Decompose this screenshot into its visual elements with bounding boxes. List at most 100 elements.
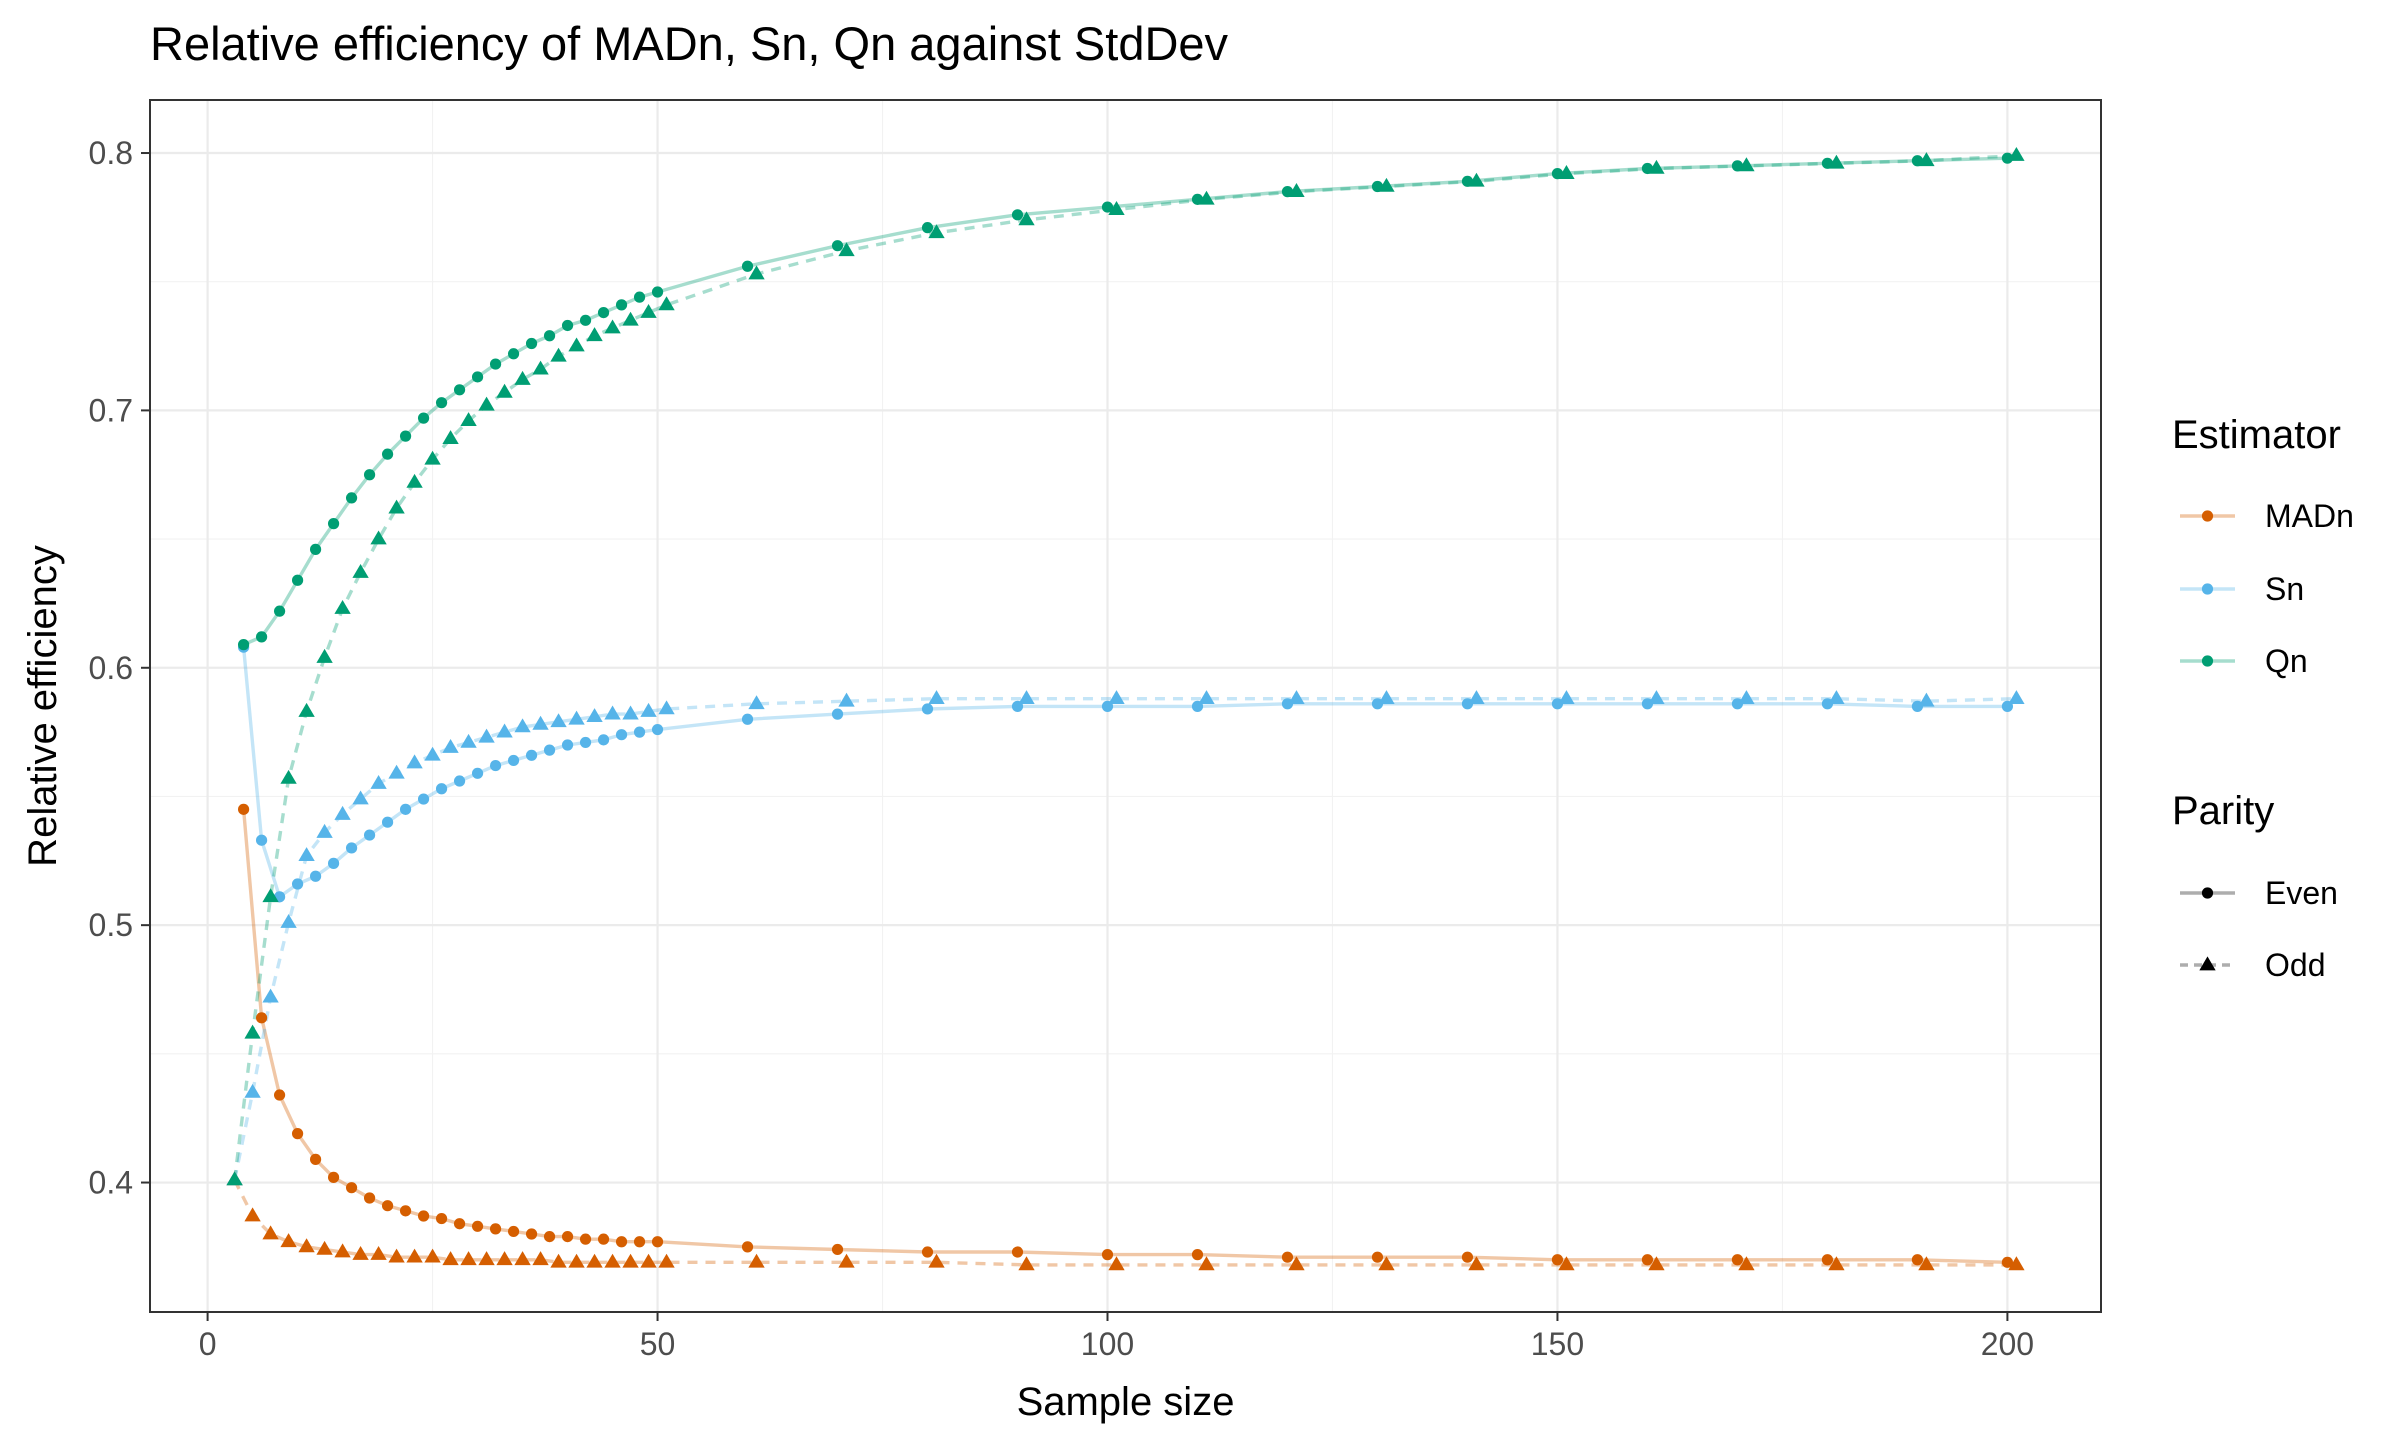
data-point-madn-odd [658,1253,675,1268]
data-point-sn-even [381,816,394,828]
data-point-sn-odd [1468,690,1485,704]
data-point-qn-odd [1558,165,1575,179]
x-tick-label: 100 [1081,1326,1134,1362]
data-point-madn-odd [298,1238,315,1253]
data-point-qn-odd [1648,159,1665,174]
data-point-sn-even [345,842,358,854]
data-point-qn-even [507,348,520,360]
data-point-madn-even [453,1218,466,1230]
data-point-qn-odd [496,383,513,398]
data-point-sn-odd [604,705,621,720]
series-line-qn-odd [232,153,2017,1181]
data-point-madn-even [1011,1246,1024,1258]
data-point-madn-odd [550,1253,567,1268]
data-point-qn-even [2001,152,2014,164]
data-point-sn-even [741,713,754,725]
data-point-madn-odd [244,1207,261,1222]
data-point-qn-odd [478,396,495,411]
data-point-sn-odd [1288,690,1305,704]
data-point-qn-odd [2008,146,2025,161]
data-point-qn-even [399,430,412,442]
data-point-qn-even [525,337,538,350]
data-point-sn-odd [640,702,657,717]
data-point-qn-odd [1468,172,1485,187]
data-point-qn-odd [622,311,639,326]
data-point-qn-even [543,330,556,342]
minor-gridlines [150,100,2101,1312]
data-point-madn-odd [1918,1256,1935,1271]
data-point-madn-even [417,1210,430,1222]
panel-border [149,99,2102,1313]
data-point-qn-even [381,448,394,460]
data-point-madn-even [633,1236,646,1248]
data-point-madn-even [1281,1251,1294,1263]
data-point-madn-even [489,1223,502,1235]
legend-parity: Parity Even Odd [2172,789,2338,983]
data-point-sn-odd [748,695,765,710]
data-point-sn-odd [280,913,297,928]
data-point-madn-odd [406,1248,423,1263]
data-point-qn-even [363,469,376,481]
data-point-sn-even [561,739,574,751]
legend-entry-sn: Sn [2265,571,2304,607]
data-point-madn-even [525,1228,538,1240]
data-point-madn-odd [388,1248,405,1263]
data-point-madn-odd [640,1253,657,1268]
data-point-qn-even [345,492,358,504]
data-point-qn-even [615,299,628,311]
data-point-sn-even [831,708,844,720]
data-point-qn-even [255,631,268,643]
legend-entry-even: Even [2265,875,2338,911]
data-point-qn-odd [1018,211,1035,226]
data-point-qn-even [435,397,448,409]
data-point-madn-odd [1648,1256,1665,1271]
data-point-qn-even [831,240,844,252]
data-point-qn-even [921,222,934,234]
data-point-madn-even [327,1171,340,1183]
y-axis-title: Relative efficiency [21,545,65,867]
data-point-qn-even [651,286,664,298]
data-point-madn-odd [1738,1256,1755,1271]
data-point-qn-odd [838,242,855,257]
data-point-sn-even [309,870,322,882]
data-point-sn-odd [298,847,315,861]
data-point-madn-odd [604,1253,621,1268]
data-point-madn-odd [460,1251,477,1266]
data-point-sn-even [417,793,430,805]
data-point-sn-odd [370,774,387,789]
x-tick-label: 150 [1531,1326,1584,1362]
data-point-sn-odd [1378,690,1395,704]
legend-key-point [2201,510,2214,522]
y-tick-label: 0.4 [89,1165,133,1201]
data-point-sn-even [435,783,448,795]
legend-key-point [2199,956,2216,971]
data-point-madn-even [615,1236,628,1248]
data-point-madn-even [1371,1251,1384,1263]
data-point-qn-odd [640,303,657,318]
data-point-madn-even [399,1205,412,1217]
data-point-sn-odd [586,708,603,723]
data-point-madn-odd [1378,1256,1395,1271]
data-point-sn-odd [1558,690,1575,704]
data-point-madn-odd [1828,1256,1845,1271]
data-point-madn-even [273,1089,286,1101]
data-point-qn-odd [352,563,369,578]
data-point-sn-odd [1918,692,1935,707]
data-point-sn-even [651,723,664,736]
legend-key-point [2201,887,2214,899]
data-point-qn-odd [442,430,459,445]
data-point-sn-odd [496,723,513,738]
data-point-sn-even [543,744,556,756]
data-point-sn-even [579,736,592,749]
data-point-qn-even [1011,209,1024,221]
data-point-madn-odd [928,1253,945,1268]
data-point-madn-even [507,1225,520,1238]
data-point-sn-odd [262,988,279,1003]
data-point-qn-odd [1378,177,1395,192]
data-point-sn-odd [658,700,675,715]
data-point-qn-odd [928,224,945,239]
data-point-qn-odd [604,319,621,334]
data-point-madn-even [237,803,250,815]
data-point-sn-even [597,734,610,746]
